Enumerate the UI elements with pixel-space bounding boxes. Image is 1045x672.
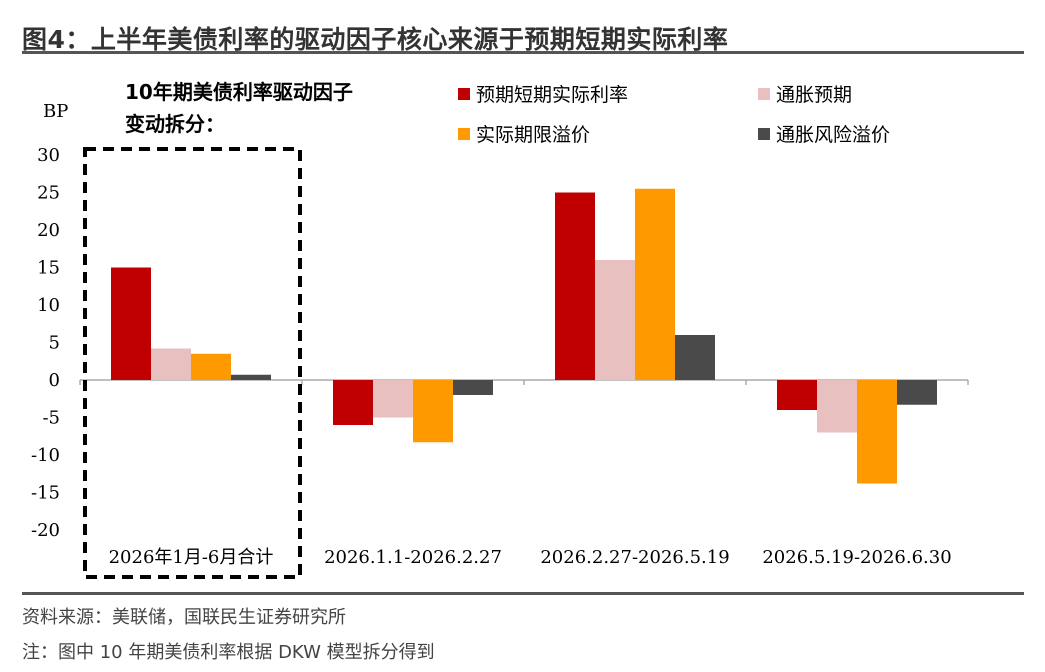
y-tick-label: -10 <box>31 445 60 466</box>
bar-4-1 <box>231 374 271 380</box>
bar-2-3 <box>595 260 635 380</box>
bar-2-2 <box>373 380 413 418</box>
y-tick-label: -20 <box>31 520 60 541</box>
bar-4-3 <box>675 335 715 380</box>
legend-swatch-3 <box>458 128 470 140</box>
footnote: 注：图中 10 年期美债利率根据 DKW 模型拆分得到 <box>22 642 435 663</box>
y-tick-label: 20 <box>37 220 60 241</box>
legend-label-2: 通胀预期 <box>776 84 852 106</box>
y-tick-label: 5 <box>49 333 60 354</box>
title-rule <box>22 51 1024 54</box>
y-tick-label: 0 <box>49 370 60 391</box>
bar-1-3 <box>555 192 595 380</box>
bar-3-3 <box>635 188 675 380</box>
figure-title: 图4：上半年美债利率的驱动因子核心来源于预期短期实际利率 <box>22 25 729 54</box>
bar-1-1 <box>111 267 151 380</box>
bar-1-2 <box>333 380 373 425</box>
bar-2-4 <box>817 380 857 433</box>
highlight-box <box>83 147 302 579</box>
source-note: 资料来源：美联储，国联民生证券研究所 <box>22 607 346 628</box>
y-tick-label: 30 <box>37 145 60 166</box>
x-category-label: 2026年1月-6月合计 <box>109 547 274 568</box>
footer-rule <box>22 592 1024 595</box>
legend-label-3: 实际期限溢价 <box>476 124 590 146</box>
legend-label-1: 预期短期实际利率 <box>476 84 628 106</box>
x-axis: 2026年1月-6月合计 2026.1.1-2026.2.27 2026.2.27-… <box>79 147 969 579</box>
bar-3-1 <box>191 353 231 380</box>
x-category-label: 2026.1.1-2026.2.27 <box>324 547 502 568</box>
y-tick-label: 15 <box>37 258 60 279</box>
y-tick-label: 25 <box>37 183 60 204</box>
bars <box>111 188 937 484</box>
bar-1-4 <box>777 380 817 410</box>
y-tick-label: -5 <box>42 408 60 429</box>
legend-swatch-4 <box>758 128 770 140</box>
x-category-label: 2026.5.19-2026.6.30 <box>762 547 951 568</box>
chart-title-line-1: 10年期美债利率驱动因子 <box>125 80 353 104</box>
y-axis: 30 25 20 15 10 5 0 -5 -10 -15 -20 BP <box>31 101 68 541</box>
legend-swatch-1 <box>458 88 470 100</box>
bar-4-2 <box>453 380 493 395</box>
y-axis-label: BP <box>43 101 68 122</box>
bar-3-4 <box>857 380 897 484</box>
bar-2-1 <box>151 348 191 380</box>
y-tick-label: -15 <box>31 483 60 504</box>
bar-4-4 <box>897 380 937 405</box>
x-category-label: 2026.2.27-2026.5.19 <box>540 547 729 568</box>
y-tick-label: 10 <box>37 295 60 316</box>
chart-title-line-2: 变动拆分： <box>125 112 225 136</box>
legend-swatch-2 <box>758 88 770 100</box>
bar-3-2 <box>413 380 453 443</box>
legend-label-4: 通胀风险溢价 <box>776 124 890 146</box>
